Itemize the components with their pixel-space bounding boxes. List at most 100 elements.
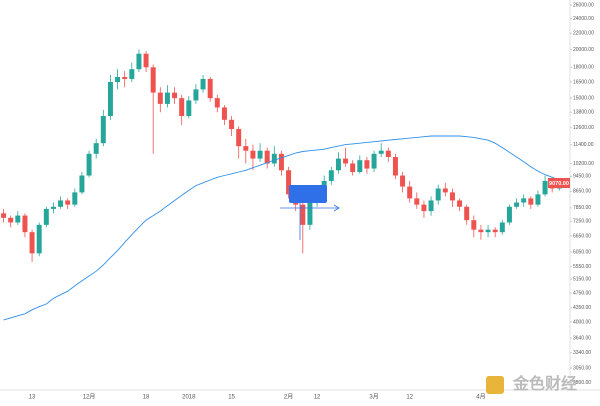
candle-body [350,163,356,172]
y-tick-label: 6650.00 [573,233,591,239]
candle-body [229,119,235,130]
y-tick-label: 7850.00 [573,205,591,211]
candle-body [464,206,470,221]
x-tick-label: 13 [29,395,36,401]
candle-body [15,215,21,223]
candle-body [150,67,156,93]
candle-body [107,82,113,117]
measure-arrow [333,204,340,212]
candle-body [485,229,491,233]
candle-body [72,192,78,205]
candle-body [50,206,56,209]
last-price-box [548,178,570,188]
candle-body [129,69,135,79]
x-tick-label: 2月 [284,394,293,401]
candle-body [93,143,99,154]
candle-body [43,208,49,225]
candle-body [514,202,520,207]
candle-body [343,158,349,164]
candle-body [143,53,149,68]
candle-body [207,78,213,99]
candle-body [200,78,206,90]
candle-body [1,213,7,218]
x-tick-label: 2018 [182,395,196,401]
candle-body [428,200,434,212]
candle-body [407,186,413,199]
measure-box [289,185,327,203]
x-tick-label: 4月 [476,394,485,401]
candle-body [79,175,85,193]
candle-body [442,188,448,193]
candle-body [435,188,441,201]
x-tick-label: 3月 [369,394,378,401]
candle-body [449,192,455,201]
y-tick-label: 2800.00 [573,380,591,386]
candle-body [499,222,505,233]
candle-body [221,107,227,120]
candle-body [172,92,178,99]
y-tick-label: 20000.00 [573,47,594,53]
candle-body [58,200,64,207]
candle-body [307,200,313,225]
y-tick-label: 5550.00 [573,264,591,270]
candle-body [542,180,548,195]
candle-body [264,150,270,164]
candle-body [8,217,14,223]
candle-body [193,89,199,101]
candle-body [457,200,463,207]
y-tick-label: 8650.00 [573,189,591,195]
candle-body [236,129,242,147]
y-tick-label: 11400.00 [573,142,594,148]
candle-body [65,200,71,205]
candle-body [400,175,406,187]
y-tick-label: 26000.00 [573,2,594,8]
candle-body [250,150,256,159]
candle-body [100,116,106,144]
y-tick-label: 3640.00 [573,335,591,341]
candle-body [328,170,334,181]
x-tick-label: 12月 [83,394,96,401]
candle-body [535,194,541,205]
candle-body [164,92,170,104]
candle-body [528,198,534,205]
candle-body [371,153,377,169]
y-tick-label: 15000.00 [573,95,594,101]
candle-body [36,224,42,254]
candle-body [257,150,263,159]
x-tick-label: 15 [228,395,235,401]
last-price-label: 9070.00 [549,181,569,187]
y-tick-label: 4000.00 [573,319,591,325]
y-tick-label: 4750.00 [573,290,591,296]
candle-body [179,98,185,117]
y-tick-label: 3340.00 [573,350,591,356]
candle-body [335,158,341,171]
y-tick-label: 10200.00 [573,161,594,167]
y-tick-label: 4350.00 [573,305,591,311]
candle-body [357,160,363,172]
candle-body [29,232,35,254]
y-tick-label: 5150.00 [573,277,591,283]
candle-body [392,156,398,176]
candle-body [243,146,249,151]
watermark: 金色财经 [512,374,577,393]
candle-body [300,204,306,225]
candle-body [122,76,128,79]
y-tick-label: 13800.00 [573,110,594,116]
candle-body [478,229,484,233]
y-tick-label: 22000.00 [573,31,594,37]
x-tick-label: 12 [406,395,413,401]
candle-body [385,150,391,157]
candle-body [278,153,284,171]
candle-body [521,198,527,203]
y-tick-label: 16500.00 [573,79,594,85]
marks: 26000.00 24000.00 22000.00 20000.00 18000.00… [1,2,594,401]
candle-body [506,206,512,223]
candle-body [22,215,28,233]
watermark-logo [486,376,504,394]
x-tick-label: 12 [314,395,321,401]
candle-body [492,229,498,233]
y-tick-label: 18000.00 [573,65,594,71]
candle-body [271,153,277,164]
y-tick-label: 6050.00 [573,249,591,255]
